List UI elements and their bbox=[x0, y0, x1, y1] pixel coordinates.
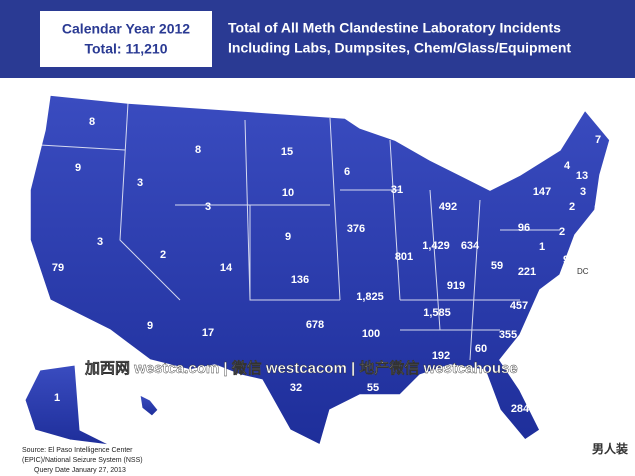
state-count: 96 bbox=[518, 222, 530, 234]
state-count: 284 bbox=[511, 403, 530, 415]
state-count: 100 bbox=[362, 328, 380, 340]
state-count: 0 bbox=[132, 403, 138, 415]
state-count: 1 bbox=[594, 203, 600, 215]
state-count: 221 bbox=[518, 266, 536, 278]
source: Query Date January 27, 2013 bbox=[34, 467, 126, 474]
state-count: 1 bbox=[54, 392, 60, 404]
dc-label: DC bbox=[577, 267, 589, 276]
state-count: 192 bbox=[432, 350, 450, 362]
state-count: 9 bbox=[563, 254, 569, 266]
state-count: 31 bbox=[391, 184, 403, 196]
state-count: 17 bbox=[202, 327, 214, 339]
state-count: 15 bbox=[281, 146, 293, 158]
state-count: 1,429 bbox=[422, 240, 450, 252]
state-count: 2 bbox=[160, 249, 166, 261]
state-count: 4 bbox=[564, 160, 571, 172]
state-count: 1 bbox=[539, 241, 545, 253]
state-count: 7 bbox=[595, 134, 601, 146]
year: Calendar Year 2012 bbox=[62, 21, 190, 37]
state-borders bbox=[39, 102, 560, 361]
state-count: 55 bbox=[367, 382, 379, 394]
state-count: 457 bbox=[510, 300, 528, 312]
state-count: 801 bbox=[395, 251, 413, 263]
state-count: 3 bbox=[205, 201, 211, 213]
state-count: 678 bbox=[306, 319, 324, 331]
badge: 男人装 bbox=[592, 441, 628, 456]
title: Total of All Meth Clandestine Laboratory… bbox=[228, 20, 561, 36]
total: Total: 11,210 bbox=[84, 41, 167, 57]
state-count: 3 bbox=[580, 186, 586, 198]
state-count: 1,825 bbox=[356, 291, 384, 303]
state-count: 10 bbox=[282, 187, 294, 199]
hawaii bbox=[139, 394, 159, 417]
source: Source: El Paso Intelligence Center bbox=[22, 447, 133, 454]
state-count: 9 bbox=[285, 231, 291, 243]
state-count: 8 bbox=[195, 144, 201, 156]
state-count: 3 bbox=[137, 177, 143, 189]
source: (EPIC)/National Seizure System (NSS) bbox=[22, 457, 143, 464]
state-count: 3 bbox=[97, 236, 103, 248]
watermark: 加西网 westca.com | 微信 westcacom | 地产微信 wes… bbox=[84, 359, 518, 377]
state-count: 2 bbox=[559, 226, 565, 238]
state-count: 8 bbox=[89, 116, 95, 128]
state-count: 355 bbox=[499, 329, 517, 341]
total-box bbox=[40, 11, 212, 67]
state-count: 919 bbox=[447, 280, 465, 292]
state-count: 492 bbox=[439, 201, 457, 213]
state-count: 14 bbox=[220, 262, 233, 274]
us-map bbox=[29, 94, 611, 447]
state-count: 1,585 bbox=[423, 307, 451, 319]
state-count: 376 bbox=[347, 223, 365, 235]
state-count: 2 bbox=[569, 201, 575, 213]
state-count: 9 bbox=[75, 162, 81, 174]
state-count: 634 bbox=[461, 240, 480, 252]
state-count: 60 bbox=[475, 343, 487, 355]
state-count: 59 bbox=[491, 260, 503, 272]
state-count: 13 bbox=[576, 170, 588, 182]
state-count: 136 bbox=[291, 274, 309, 286]
alaska bbox=[24, 364, 111, 446]
state-count: 9 bbox=[147, 320, 153, 332]
state-count: 0 bbox=[567, 266, 573, 278]
state-count: 32 bbox=[290, 382, 302, 394]
state-count: 79 bbox=[52, 262, 64, 274]
title: Including Labs, Dumpsites, Chem/Glass/Eq… bbox=[228, 40, 571, 56]
state-count: 6 bbox=[344, 166, 350, 178]
state-count: 147 bbox=[533, 186, 551, 198]
